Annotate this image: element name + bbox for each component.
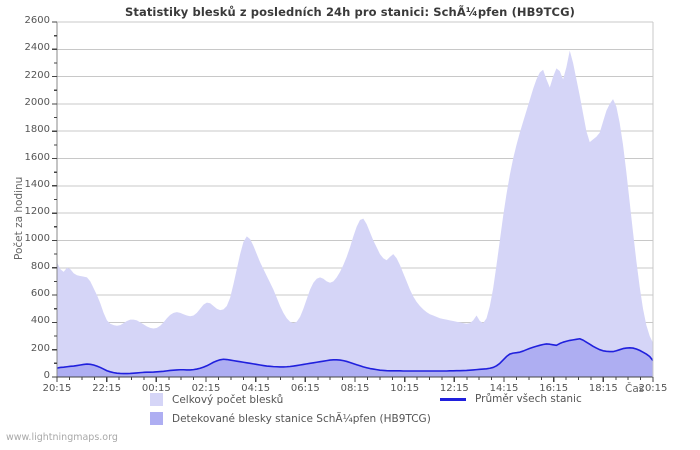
x-tick-label: 00:15 — [141, 383, 171, 394]
x-tick-label: 04:15 — [241, 383, 271, 394]
x-tick-label: 22:15 — [92, 383, 122, 394]
x-tick-label: 08:15 — [340, 383, 370, 394]
y-tick-label: 2200 — [24, 69, 50, 81]
legend-label-total: Celkový počet blesků — [172, 393, 284, 406]
legend-item-station[interactable]: Detekované blesky stanice SchÃ¼pfen (HB9… — [150, 412, 431, 425]
page-title: Statistiky blesků z posledních 24h pro s… — [125, 5, 575, 19]
y-tick-label: 2400 — [24, 42, 50, 54]
y-tick-label: 600 — [30, 288, 50, 300]
x-tick-label: 12:15 — [439, 383, 469, 394]
y-tick-label: 200 — [30, 342, 50, 354]
legend-label-average: Průměr všech stanic — [475, 393, 582, 405]
x-tick-label: 02:15 — [191, 383, 221, 394]
x-tick-label: 06:15 — [290, 383, 320, 394]
legend-item-average[interactable]: Průměr všech stanic — [440, 393, 582, 405]
x-tick-label: 14:15 — [489, 383, 519, 394]
chart-legend: Celkový počet blesků Detekované blesky s… — [0, 392, 700, 428]
y-tick-label: 800 — [30, 260, 50, 272]
x-tick-label: 16:15 — [539, 383, 569, 394]
x-tick-label: 20:15 — [638, 383, 668, 394]
x-axis-label: Čas — [625, 383, 645, 395]
x-tick-label: 18:15 — [588, 383, 618, 394]
legend-swatch-total — [150, 393, 163, 406]
y-tick-label: 400 — [30, 315, 50, 327]
y-tick-label: 1800 — [24, 124, 50, 136]
x-tick-label: 10:15 — [390, 383, 420, 394]
footer-attribution: www.lightningmaps.org — [6, 432, 118, 443]
y-tick-label: 1400 — [24, 178, 50, 190]
y-tick-label: 2000 — [24, 96, 50, 108]
legend-swatch-station — [150, 412, 163, 425]
y-tick-label: 1000 — [24, 233, 50, 245]
y-tick-label: 0 — [43, 370, 50, 381]
legend-label-station: Detekované blesky stanice SchÃ¼pfen (HB9… — [172, 412, 431, 425]
y-tick-label: 1600 — [24, 151, 50, 163]
y-axis-label: Počet za hodinu — [13, 176, 25, 260]
legend-item-total[interactable]: Celkový počet blesků — [150, 393, 283, 406]
legend-line-average — [440, 397, 466, 401]
y-tick-label: 2600 — [24, 15, 50, 26]
y-tick-label: 1200 — [24, 206, 50, 218]
x-tick-label: 20:15 — [42, 383, 72, 394]
